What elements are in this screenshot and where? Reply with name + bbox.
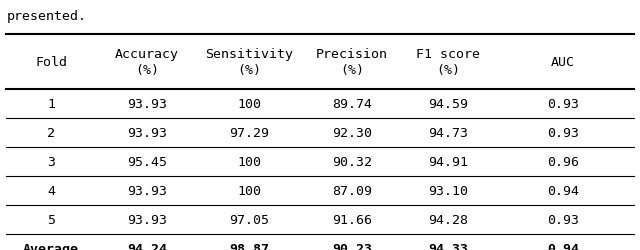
Text: Fold: Fold xyxy=(35,56,67,69)
Text: Precision
(%): Precision (%) xyxy=(316,48,388,77)
Text: 92.30: 92.30 xyxy=(332,127,372,140)
Text: 94.59: 94.59 xyxy=(428,98,468,111)
Text: 97.05: 97.05 xyxy=(230,213,269,226)
Text: 93.93: 93.93 xyxy=(127,184,167,197)
Text: 94.33: 94.33 xyxy=(428,242,468,250)
Text: 0.96: 0.96 xyxy=(547,156,579,168)
Text: 95.45: 95.45 xyxy=(127,156,167,168)
Text: 90.32: 90.32 xyxy=(332,156,372,168)
Text: Accuracy
(%): Accuracy (%) xyxy=(115,48,179,77)
Text: 4: 4 xyxy=(47,184,55,197)
Text: 91.66: 91.66 xyxy=(332,213,372,226)
Text: 0.93: 0.93 xyxy=(547,213,579,226)
Text: 100: 100 xyxy=(237,98,262,111)
Text: 94.28: 94.28 xyxy=(428,213,468,226)
Text: 93.93: 93.93 xyxy=(127,98,167,111)
Text: Sensitivity
(%): Sensitivity (%) xyxy=(205,48,294,77)
Text: 100: 100 xyxy=(237,156,262,168)
Text: 2: 2 xyxy=(47,127,55,140)
Text: 97.29: 97.29 xyxy=(230,127,269,140)
Text: presented.: presented. xyxy=(6,10,86,23)
Text: 0.93: 0.93 xyxy=(547,127,579,140)
Text: 94.24: 94.24 xyxy=(127,242,167,250)
Text: 1: 1 xyxy=(47,98,55,111)
Text: 87.09: 87.09 xyxy=(332,184,372,197)
Text: 90.23: 90.23 xyxy=(332,242,372,250)
Text: 3: 3 xyxy=(47,156,55,168)
Text: 94.73: 94.73 xyxy=(428,127,468,140)
Text: 0.94: 0.94 xyxy=(547,184,579,197)
Text: 93.93: 93.93 xyxy=(127,213,167,226)
Text: F1 score
(%): F1 score (%) xyxy=(416,48,480,77)
Text: Average: Average xyxy=(23,242,79,250)
Text: 94.91: 94.91 xyxy=(428,156,468,168)
Text: 93.10: 93.10 xyxy=(428,184,468,197)
Text: 98.87: 98.87 xyxy=(230,242,269,250)
Text: AUC: AUC xyxy=(551,56,575,69)
Text: 93.93: 93.93 xyxy=(127,127,167,140)
Text: 89.74: 89.74 xyxy=(332,98,372,111)
Text: 5: 5 xyxy=(47,213,55,226)
Text: 0.93: 0.93 xyxy=(547,98,579,111)
Text: 100: 100 xyxy=(237,184,262,197)
Text: 0.94: 0.94 xyxy=(547,242,579,250)
